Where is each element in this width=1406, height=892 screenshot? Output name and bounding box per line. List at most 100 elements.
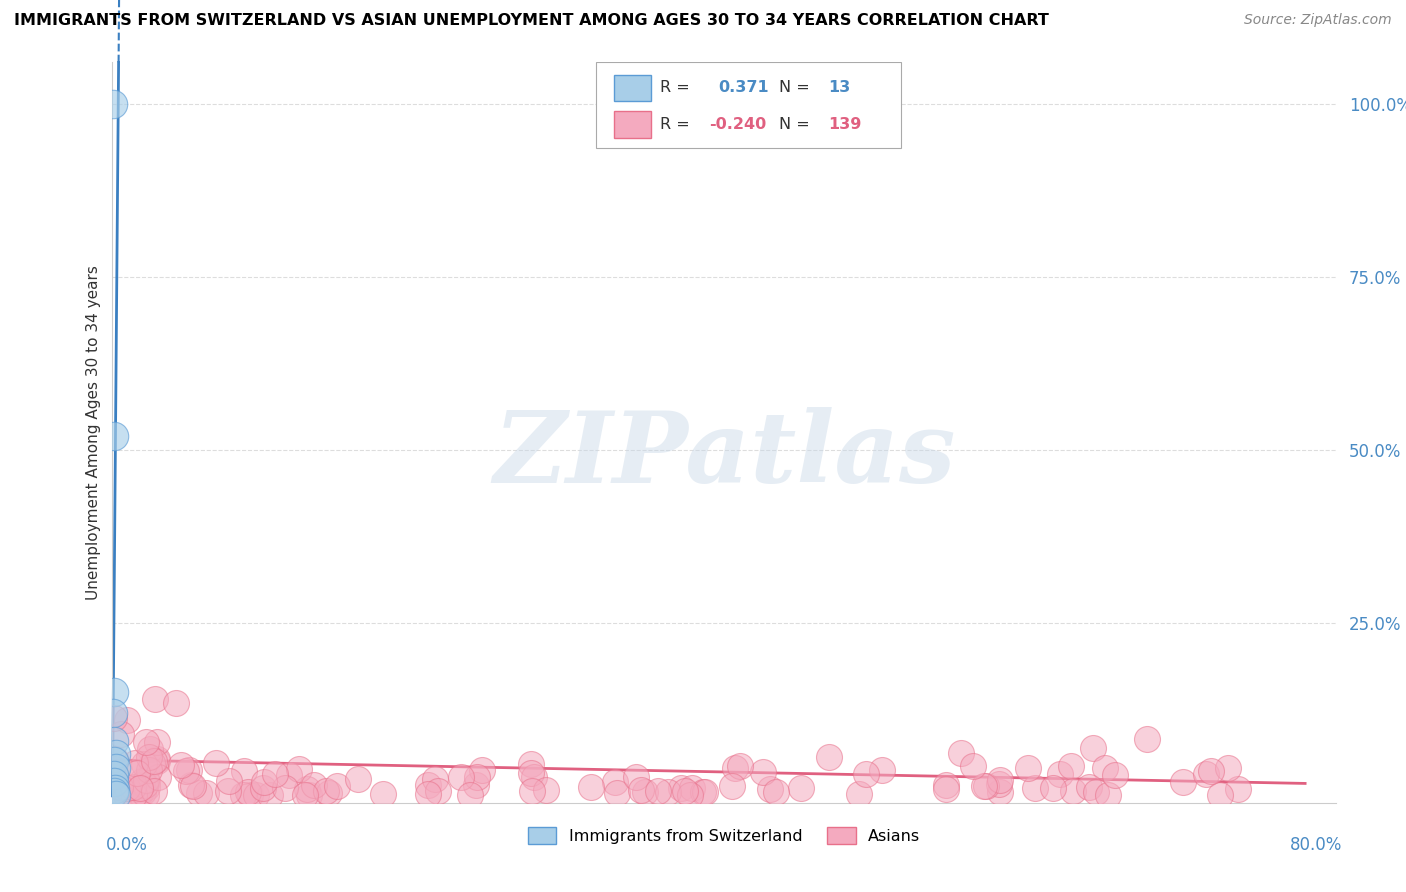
Point [174, 764, 197, 778]
Point [647, 784, 669, 798]
Point [427, 784, 450, 798]
Point [294, 788, 316, 802]
Point [1062, 784, 1084, 798]
Text: 139: 139 [828, 117, 862, 132]
Point [425, 772, 447, 786]
Point [131, 783, 153, 797]
Text: Source: ZipAtlas.com: Source: ZipAtlas.com [1244, 13, 1392, 28]
Point [1135, 731, 1157, 746]
Text: R =: R = [661, 117, 690, 132]
Point [277, 768, 299, 782]
Point [263, 766, 285, 780]
Point [165, 696, 187, 710]
Point [318, 786, 340, 800]
Text: N =: N = [779, 117, 810, 132]
Point [302, 778, 325, 792]
Point [138, 763, 160, 777]
Point [104, 747, 127, 762]
Point [1171, 774, 1194, 789]
Point [121, 780, 143, 794]
Point [252, 780, 274, 795]
Point [465, 770, 488, 784]
Point [657, 785, 679, 799]
Point [949, 746, 972, 760]
Point [326, 779, 349, 793]
Point [630, 782, 652, 797]
Point [115, 713, 138, 727]
Point [238, 784, 260, 798]
Point [1049, 766, 1071, 780]
Point [134, 778, 156, 792]
Point [103, 97, 125, 112]
Point [692, 785, 714, 799]
Point [128, 786, 150, 800]
Point [465, 778, 488, 792]
Text: R =: R = [661, 80, 690, 95]
Point [728, 758, 751, 772]
Point [128, 781, 150, 796]
Point [1216, 761, 1239, 775]
Point [104, 761, 127, 775]
Point [103, 733, 125, 747]
Point [671, 780, 693, 795]
Point [295, 782, 318, 797]
Point [103, 706, 125, 720]
Text: IMMIGRANTS FROM SWITZERLAND VS ASIAN UNEMPLOYMENT AMONG AGES 30 TO 34 YEARS CORR: IMMIGRANTS FROM SWITZERLAND VS ASIAN UNE… [14, 13, 1049, 29]
Point [789, 780, 811, 795]
Point [103, 762, 125, 776]
Point [606, 786, 628, 800]
Text: N =: N = [779, 80, 810, 95]
Point [1017, 761, 1039, 775]
Point [534, 783, 557, 797]
Point [104, 752, 127, 766]
Point [103, 754, 125, 768]
Point [1094, 761, 1116, 775]
Point [297, 788, 319, 802]
Point [1024, 781, 1046, 796]
Point [135, 735, 157, 749]
Point [138, 742, 160, 756]
Point [239, 788, 262, 802]
Point [179, 763, 201, 777]
Point [110, 780, 132, 794]
Point [371, 787, 394, 801]
Text: 80.0%: 80.0% [1289, 836, 1341, 855]
Point [471, 764, 494, 778]
Point [259, 788, 281, 802]
Point [935, 781, 957, 796]
Point [988, 785, 1011, 799]
Point [233, 764, 256, 779]
Point [245, 788, 267, 802]
Point [273, 780, 295, 795]
Point [1059, 759, 1081, 773]
Point [104, 788, 127, 802]
Point [679, 788, 702, 802]
Point [104, 781, 127, 796]
Point [103, 768, 125, 782]
Point [218, 774, 240, 789]
Point [1097, 788, 1119, 802]
Point [135, 788, 157, 802]
Point [450, 770, 472, 784]
Point [103, 785, 125, 799]
Point [131, 779, 153, 793]
Point [855, 766, 877, 780]
Point [125, 766, 148, 780]
Point [848, 787, 870, 801]
Point [603, 774, 626, 789]
Point [103, 775, 125, 789]
Point [818, 750, 841, 764]
Text: 0.0%: 0.0% [107, 836, 148, 855]
Point [1199, 764, 1222, 778]
Point [1078, 780, 1101, 794]
Point [759, 782, 782, 797]
Point [101, 768, 124, 782]
Point [1084, 785, 1107, 799]
Point [194, 786, 217, 800]
Point [170, 758, 193, 772]
Point [315, 784, 337, 798]
Point [987, 777, 1010, 791]
Point [1104, 768, 1126, 782]
Point [135, 780, 157, 794]
Point [142, 754, 165, 768]
